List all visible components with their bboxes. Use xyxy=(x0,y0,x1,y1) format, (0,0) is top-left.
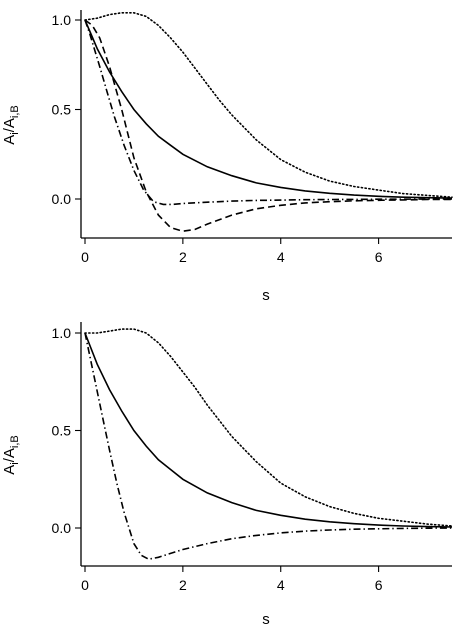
series-line-solid xyxy=(84,19,453,199)
x-tick-label: 6 xyxy=(375,577,383,593)
bottom-panel: 0.0 0.5 1.0 0 2 4 6 s Ai/Ai,B xyxy=(1,322,453,627)
y-axis-title: Ai/Ai,B xyxy=(1,435,21,475)
x-axis-title: s xyxy=(262,287,270,304)
x-tick-label: 2 xyxy=(179,577,187,593)
x-tick-label: 0 xyxy=(81,577,89,593)
series-line-dash-dot xyxy=(84,332,453,561)
x-tick-label: 4 xyxy=(277,249,285,265)
x-tick-label: 4 xyxy=(277,577,285,593)
series-line-solid xyxy=(84,332,453,528)
y-tick-label: 0.5 xyxy=(52,102,72,118)
x-tick-label: 0 xyxy=(81,249,89,265)
y-tick-label: 0.0 xyxy=(52,191,72,207)
x-axis-title: s xyxy=(262,611,270,627)
y-axis-title: Ai/Ai,B xyxy=(1,105,21,145)
series-line-dotted xyxy=(84,12,453,198)
series-line-dash-dot xyxy=(84,19,452,206)
series-line-dotted xyxy=(84,328,453,527)
x-tick-label: 2 xyxy=(179,249,187,265)
series-line-dashed xyxy=(84,19,453,233)
top-panel: 0.0 0.5 1.0 0 2 4 6 s Ai/Ai,B xyxy=(1,10,453,304)
x-tick-label: 6 xyxy=(375,249,383,265)
y-tick-label: 1.0 xyxy=(52,325,72,341)
y-tick-label: 0.5 xyxy=(52,423,72,439)
y-tick-label: 1.0 xyxy=(52,12,72,28)
y-tick-label: 0.0 xyxy=(52,520,72,536)
